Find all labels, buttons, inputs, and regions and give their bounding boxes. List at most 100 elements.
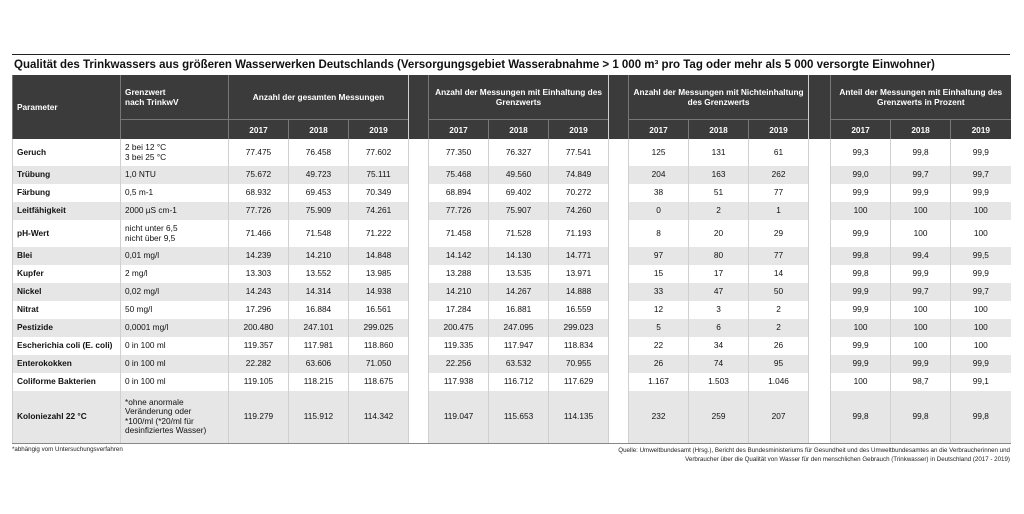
- value: 70.272: [548, 184, 609, 202]
- limit: 0,0001 mg/l: [120, 319, 229, 337]
- year-header: 2018: [288, 119, 349, 139]
- spacer: [808, 283, 831, 301]
- table-row: Geruch 2 bei 12 °C 3 bei 25 °C 77.475 76.45…: [12, 139, 1011, 166]
- value: 16.881: [488, 301, 549, 319]
- parameter: Nickel: [12, 283, 121, 301]
- spacer: [608, 283, 629, 301]
- value: 13.288: [428, 265, 489, 283]
- value: 77.475: [228, 139, 289, 166]
- value: 14.848: [347, 247, 409, 265]
- value: 99,8: [890, 391, 951, 444]
- spacer: [408, 202, 429, 220]
- limit: 50 mg/l: [120, 301, 229, 319]
- value: 163: [688, 166, 749, 184]
- limit: 1,0 NTU: [120, 166, 229, 184]
- value: 100: [830, 319, 891, 337]
- value: 119.335: [428, 337, 489, 355]
- value: 100: [890, 202, 951, 220]
- value: 2: [688, 202, 749, 220]
- value: 99,0: [830, 166, 891, 184]
- value: 99,9: [950, 139, 1011, 166]
- value: 17.284: [428, 301, 489, 319]
- year-header: 2018: [688, 119, 749, 139]
- value: 100: [830, 202, 891, 220]
- source: Quelle: Umweltbundesamt (Hrsg.), Bericht…: [618, 446, 1010, 463]
- value: 71.528: [488, 220, 549, 247]
- year-row: 2017 2018 2019 2017 2018 2019 2017 2018 2019 2017…: [13, 119, 1011, 139]
- footnote: *abhängig vom Untersuchungsverfahren: [12, 445, 123, 453]
- header-cell: Grenzwert nach TrinkwV: [120, 75, 229, 120]
- spacer: [608, 319, 629, 337]
- year-header: 2017: [830, 119, 891, 139]
- spacer: [608, 265, 629, 283]
- spacer: [808, 337, 831, 355]
- value: 117.629: [548, 373, 609, 391]
- spacer: [408, 184, 429, 202]
- value: 99,9: [950, 265, 1011, 283]
- spacer: [808, 265, 831, 283]
- value: 75.909: [288, 202, 349, 220]
- value: 99,9: [890, 184, 951, 202]
- table-row: Trübung 1,0 NTU 75.672 49.723 75.111 75.468 49…: [12, 166, 1011, 184]
- value: 22.256: [428, 355, 489, 373]
- spacer: [608, 301, 629, 319]
- value: 118.675: [347, 373, 409, 391]
- spacer: [408, 247, 429, 265]
- value: 75.468: [428, 166, 489, 184]
- value: 77.602: [347, 139, 409, 166]
- value: 51: [688, 184, 749, 202]
- table-row: Coliforme Bakterien 0 in 100 ml 119.105 118…: [12, 373, 1011, 391]
- value: 259: [688, 391, 749, 444]
- limit: nicht unter 6,5 nicht über 9,5: [120, 220, 229, 247]
- spacer: [608, 166, 629, 184]
- value: 131: [688, 139, 749, 166]
- value: 100: [950, 202, 1011, 220]
- parameter: Pestizide: [12, 319, 121, 337]
- limit: 0,01 mg/l: [120, 247, 229, 265]
- spacer: [408, 283, 429, 301]
- spacer: [608, 355, 629, 373]
- value: 14.210: [428, 283, 489, 301]
- parameter: Geruch: [12, 139, 121, 166]
- value: 71.548: [288, 220, 349, 247]
- spacer: [408, 220, 429, 247]
- group-header: Anzahl der Messungen mit Einhaltung des …: [428, 75, 609, 120]
- value: 2: [748, 301, 809, 319]
- limit: 0 in 100 ml: [120, 373, 229, 391]
- value: 70.349: [347, 184, 409, 202]
- parameter: Coliforme Bakterien: [12, 373, 121, 391]
- value: 100: [890, 301, 951, 319]
- spacer: [808, 355, 831, 373]
- value: 100: [830, 373, 891, 391]
- value: 26: [628, 355, 689, 373]
- value: 14.938: [347, 283, 409, 301]
- value: 114.342: [347, 391, 409, 444]
- limit: 2000 µS cm-1: [120, 202, 229, 220]
- value: 14.771: [548, 247, 609, 265]
- rule: [12, 54, 1010, 55]
- group-header: Anteil der Messungen mit Einhaltung des …: [830, 75, 1011, 120]
- value: 99,4: [890, 247, 951, 265]
- value: 200.475: [428, 319, 489, 337]
- value: 99,5: [950, 247, 1011, 265]
- value: 99,8: [950, 391, 1011, 444]
- value: 70.955: [548, 355, 609, 373]
- value: 34: [688, 337, 749, 355]
- value: 75.907: [488, 202, 549, 220]
- value: 71.458: [428, 220, 489, 247]
- header-cell: Parameter: [12, 75, 121, 139]
- value: 15: [628, 265, 689, 283]
- value: 68.932: [228, 184, 289, 202]
- value: 95: [748, 355, 809, 373]
- value: 99,7: [890, 166, 951, 184]
- value: 117.938: [428, 373, 489, 391]
- parameter: Escherichia coli (E. coli): [12, 337, 121, 355]
- year-header: 2017: [228, 119, 289, 139]
- value: 63.606: [288, 355, 349, 373]
- spacer: [608, 337, 629, 355]
- title: Qualität des Trinkwassers aus größeren W…: [14, 59, 935, 71]
- parameter: pH-Wert: [12, 220, 121, 247]
- value: 22: [628, 337, 689, 355]
- value: 117.947: [488, 337, 549, 355]
